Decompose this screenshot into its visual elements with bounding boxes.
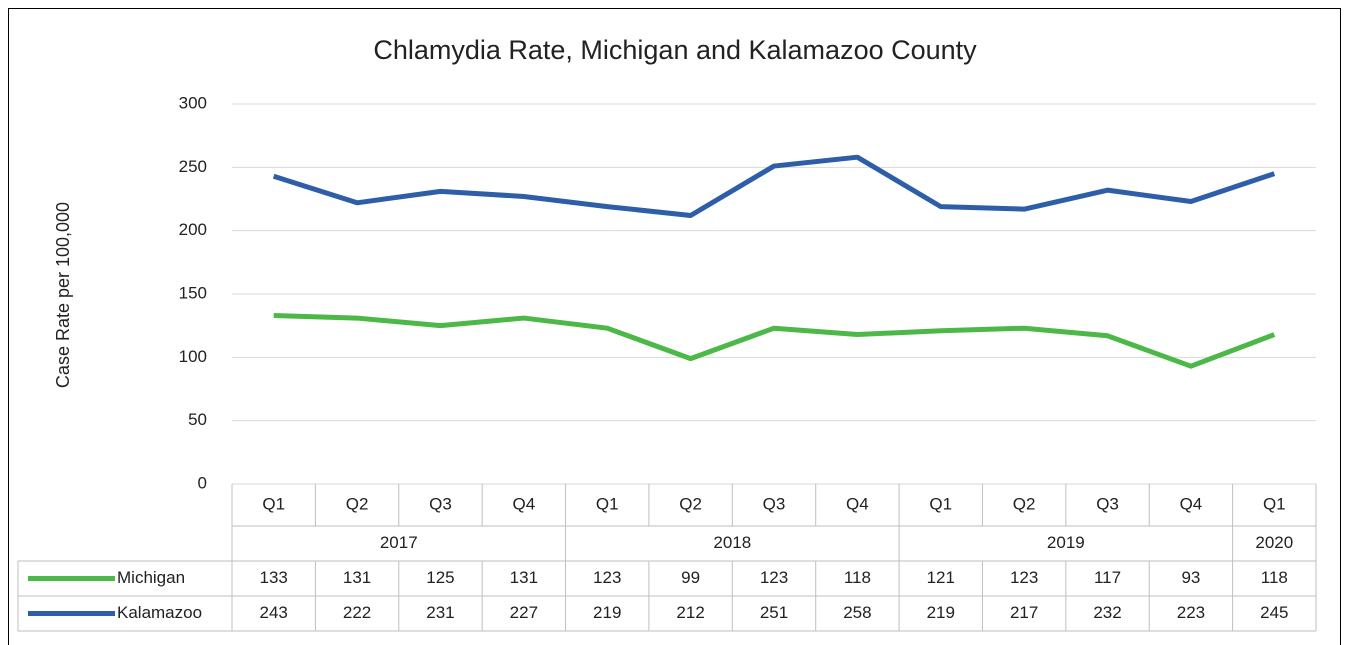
- x-tick-label: Q2: [1013, 494, 1036, 513]
- table-value: 123: [760, 568, 788, 587]
- y-tick-label: 200: [179, 220, 207, 239]
- y-tick-label: 250: [179, 157, 207, 176]
- x-group-label: 2019: [1047, 533, 1085, 552]
- table-value: 99: [681, 568, 700, 587]
- table-value: 251: [760, 603, 788, 622]
- x-tick-label: Q2: [346, 494, 369, 513]
- table-value: 123: [593, 568, 621, 587]
- table-value: 125: [426, 568, 454, 587]
- table-value: 245: [1260, 603, 1288, 622]
- table-value: 227: [510, 603, 538, 622]
- y-tick-label: 50: [188, 410, 207, 429]
- legend-label: Michigan: [117, 568, 185, 587]
- table-value: 93: [1181, 568, 1200, 587]
- series-line: [272, 154, 1276, 218]
- table-value: 118: [1261, 568, 1288, 587]
- table-value: 131: [510, 568, 538, 587]
- x-tick-label: Q4: [1180, 494, 1203, 513]
- table-value: 258: [843, 603, 871, 622]
- table-value: 123: [1010, 568, 1038, 587]
- table-value: 223: [1177, 603, 1205, 622]
- y-axis-label: Case Rate per 100,000: [53, 202, 73, 388]
- table-value: 133: [260, 568, 288, 587]
- table-value: 212: [676, 603, 704, 622]
- table-value: 117: [1094, 568, 1121, 587]
- chart-title: Chlamydia Rate, Michigan and Kalamazoo C…: [373, 35, 977, 65]
- table-value: 118: [844, 568, 871, 587]
- legend-label: Kalamazoo: [117, 603, 202, 622]
- x-group-label: 2018: [713, 533, 751, 552]
- y-tick-label: 0: [198, 473, 207, 492]
- x-tick-label: Q1: [929, 494, 952, 513]
- x-group-label: 2017: [380, 533, 418, 552]
- table-value: 219: [593, 603, 621, 622]
- table-value: 231: [426, 603, 454, 622]
- table-value: 131: [343, 568, 371, 587]
- x-tick-label: Q1: [262, 494, 285, 513]
- x-tick-label: Q2: [679, 494, 702, 513]
- table-value: 219: [927, 603, 955, 622]
- y-tick-label: 150: [179, 283, 207, 302]
- y-tick-label: 100: [179, 347, 207, 366]
- table-value: 217: [1010, 603, 1038, 622]
- series-line: [273, 313, 1276, 369]
- frame: [8, 8, 1341, 645]
- x-tick-label: Q3: [1096, 494, 1119, 513]
- x-tick-label: Q4: [846, 494, 869, 513]
- x-tick-label: Q1: [1263, 494, 1286, 513]
- table-value: 121: [927, 568, 955, 587]
- x-tick-label: Q3: [429, 494, 452, 513]
- x-group-label: 2020: [1255, 533, 1293, 552]
- table-value: 243: [260, 603, 288, 622]
- y-tick-label: 300: [179, 93, 207, 112]
- x-tick-label: Q1: [596, 494, 619, 513]
- x-tick-label: Q4: [513, 494, 536, 513]
- table-value: 222: [343, 603, 371, 622]
- x-tick-label: Q3: [763, 494, 786, 513]
- table-value: 232: [1093, 603, 1121, 622]
